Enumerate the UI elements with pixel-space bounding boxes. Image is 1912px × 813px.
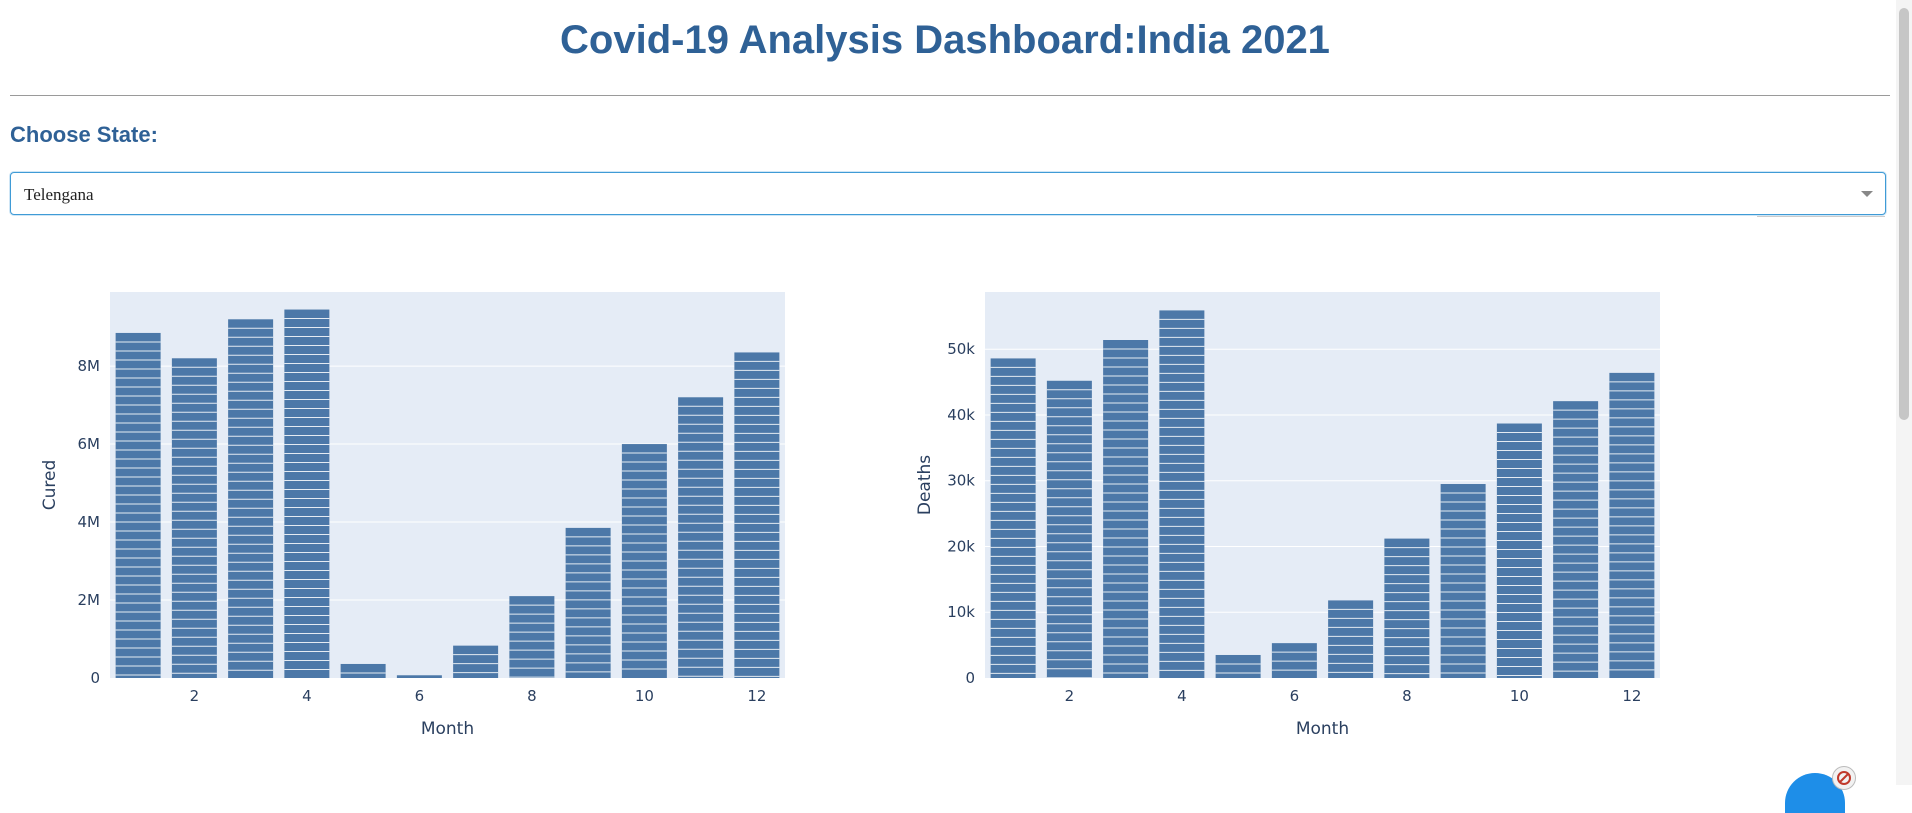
bar-fill	[1328, 600, 1374, 678]
bar-fill	[1553, 401, 1599, 678]
x-axis-label: Month	[421, 719, 474, 739]
bar-fill	[1496, 423, 1542, 678]
x-tick-label: 10	[635, 687, 654, 705]
bar	[1440, 484, 1486, 678]
y-tick-label: 0	[965, 669, 975, 687]
bar	[621, 444, 667, 678]
bar	[734, 352, 780, 678]
bar-fill	[678, 397, 724, 678]
state-dropdown-value: Telengana	[24, 185, 94, 204]
y-tick-label: 30k	[947, 472, 975, 490]
bar	[453, 645, 499, 678]
bar-fill	[1440, 484, 1486, 678]
bar-fill	[453, 645, 499, 678]
x-tick-label: 6	[415, 687, 425, 705]
bar-fill	[340, 663, 386, 678]
bar	[1384, 538, 1430, 678]
cured-chart: 0 2M 4M 6M 8M 2 4 6 8 10 12 Month Cured	[40, 292, 785, 739]
scrollbar[interactable]	[1896, 0, 1912, 785]
bar	[115, 332, 161, 678]
y-tick-label: 0	[90, 669, 100, 687]
x-tick-label: 12	[1622, 687, 1641, 705]
bar	[396, 675, 442, 678]
bar-fill	[509, 596, 555, 678]
block-icon[interactable]	[1832, 766, 1856, 790]
bar-fill	[228, 319, 274, 678]
bar	[171, 358, 217, 678]
bar	[1103, 340, 1149, 678]
bar-fill	[734, 352, 780, 678]
x-tick-label: 10	[1510, 687, 1529, 705]
bar-fill	[1046, 380, 1092, 678]
bar	[1271, 643, 1317, 678]
x-tick-label: 12	[747, 687, 766, 705]
bar	[678, 397, 724, 678]
y-tick-label: 10k	[947, 603, 975, 621]
bar-fill	[990, 358, 1036, 678]
bar	[228, 319, 274, 678]
y-tick-label: 4M	[78, 513, 101, 531]
bar	[509, 596, 555, 678]
bar	[1609, 372, 1655, 678]
x-tick-label: 8	[1402, 687, 1412, 705]
bar	[990, 358, 1036, 678]
x-tick-label: 4	[302, 687, 312, 705]
x-tick-label: 6	[1290, 687, 1300, 705]
bar	[340, 663, 386, 678]
bar	[1496, 423, 1542, 678]
y-axis-label: Deaths	[915, 455, 935, 515]
page-title: Covid-19 Analysis Dashboard:India 2021	[560, 18, 1330, 62]
plot-area	[110, 292, 785, 678]
deaths-chart: 0 10k 20k 30k 40k 50k 2 4 6 8 10 12 Month Deaths	[915, 292, 1660, 739]
bar-fill	[1159, 310, 1205, 678]
y-tick-label: 6M	[78, 435, 101, 453]
bar	[1553, 401, 1599, 678]
bar-fill	[1271, 643, 1317, 678]
state-dropdown[interactable]: Telengana	[10, 172, 1886, 217]
state-label: Choose State:	[10, 122, 158, 147]
y-tick-label: 50k	[947, 340, 975, 358]
y-tick-label: 8M	[78, 357, 101, 375]
bar-fill	[284, 309, 330, 678]
bar-fill	[1384, 538, 1430, 678]
bar	[1328, 600, 1374, 678]
x-tick-label: 2	[1065, 687, 1075, 705]
scrollbar-thumb[interactable]	[1899, 8, 1909, 420]
bar	[1215, 654, 1261, 678]
x-tick-label: 2	[190, 687, 200, 705]
x-axis-label: Month	[1296, 719, 1349, 739]
y-tick-label: 2M	[78, 591, 101, 609]
x-tick-label: 8	[527, 687, 537, 705]
y-tick-label: 40k	[947, 406, 975, 424]
plot-area	[985, 292, 1660, 678]
bar-fill	[565, 527, 611, 678]
x-tick-label: 4	[1177, 687, 1187, 705]
bar-fill	[171, 358, 217, 678]
bar	[1159, 310, 1205, 678]
bar	[1046, 380, 1092, 679]
y-tick-label: 20k	[947, 537, 975, 555]
y-axis-label: Cured	[40, 460, 60, 511]
divider	[10, 95, 1890, 96]
bar	[565, 527, 611, 678]
bar-fill	[1103, 340, 1149, 678]
bar-fill	[1215, 654, 1261, 678]
bar	[284, 309, 330, 678]
bar-fill	[115, 332, 161, 678]
chevron-down-icon[interactable]	[1861, 191, 1873, 197]
dropdown-divider	[1757, 216, 1885, 217]
bar-fill	[396, 675, 442, 678]
